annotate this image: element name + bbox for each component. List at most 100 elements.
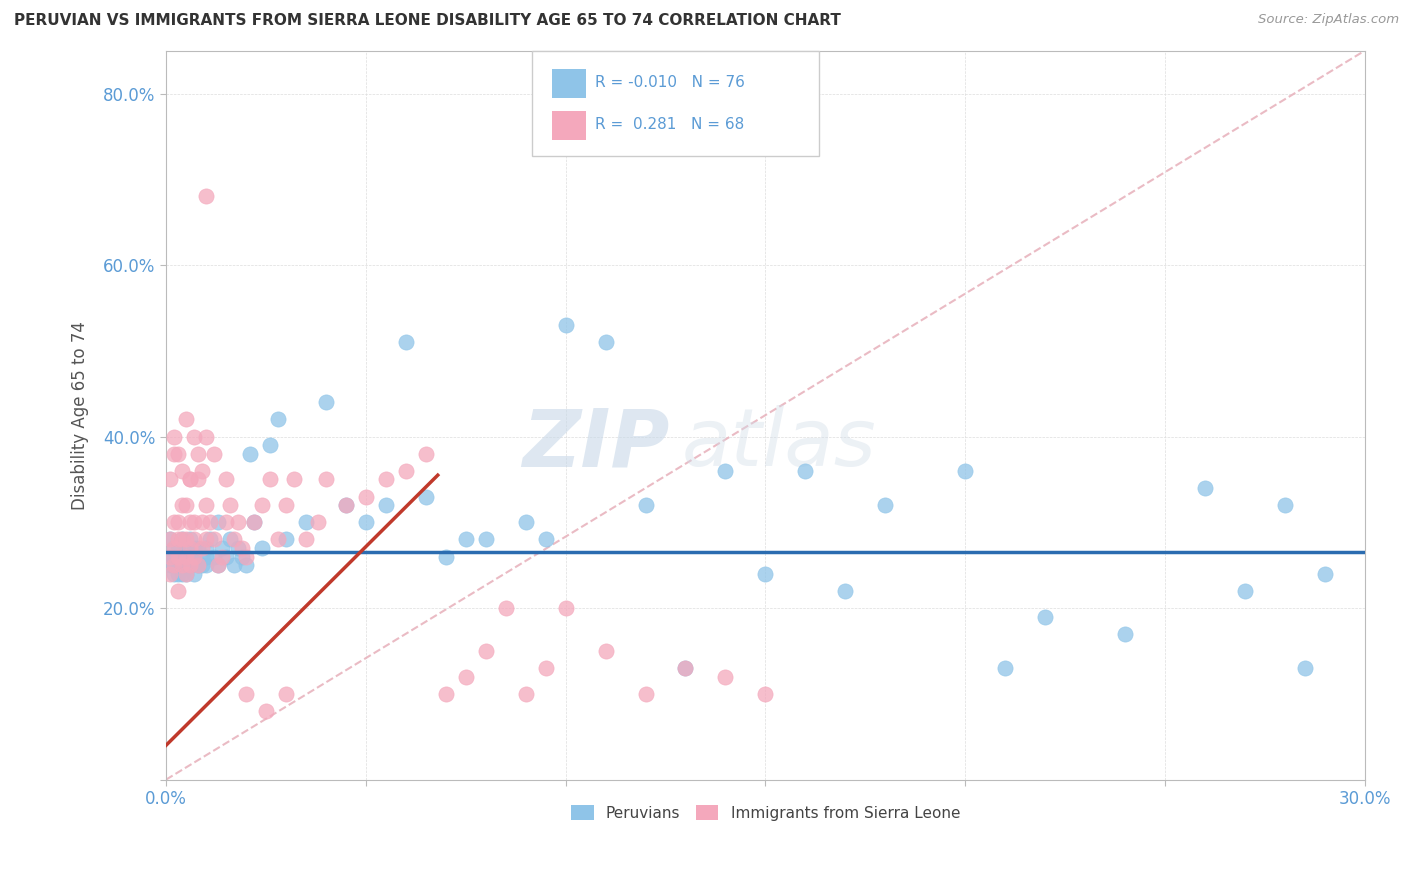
Point: [274, 533, 297, 547]
Point: [374, 498, 396, 512]
Point: [875, 498, 897, 512]
Point: [191, 558, 214, 573]
Point: [163, 558, 186, 573]
Point: [219, 498, 242, 512]
Point: [167, 516, 190, 530]
Point: [207, 558, 229, 573]
Point: [714, 464, 737, 478]
Point: [231, 549, 253, 564]
Point: [267, 412, 290, 426]
Point: [195, 541, 218, 555]
Point: [595, 644, 617, 658]
Point: [222, 533, 245, 547]
Point: [395, 464, 418, 478]
Point: [335, 498, 357, 512]
Point: [202, 549, 225, 564]
Point: [159, 533, 181, 547]
Point: [179, 558, 201, 573]
Point: [554, 318, 576, 332]
Point: [1233, 583, 1256, 598]
Legend: Peruvians, Immigrants from Sierra Leone: Peruvians, Immigrants from Sierra Leone: [564, 798, 966, 827]
Text: ZIP: ZIP: [522, 405, 669, 483]
Point: [474, 644, 496, 658]
Point: [267, 533, 290, 547]
Point: [834, 583, 856, 598]
Point: [163, 558, 186, 573]
Point: [515, 516, 537, 530]
Point: [211, 549, 233, 564]
Point: [395, 335, 418, 350]
Point: [1294, 661, 1316, 675]
Point: [183, 533, 205, 547]
Point: [174, 412, 197, 426]
Point: [183, 549, 205, 564]
Point: [163, 541, 186, 555]
Text: R = -0.010   N = 76: R = -0.010 N = 76: [595, 75, 745, 89]
Point: [159, 558, 181, 573]
Point: [191, 549, 214, 564]
Point: [167, 447, 190, 461]
Point: [191, 464, 214, 478]
Y-axis label: Disability Age 65 to 74: Disability Age 65 to 74: [72, 321, 89, 509]
Point: [167, 549, 190, 564]
Point: [170, 464, 193, 478]
Point: [315, 395, 337, 409]
Point: [170, 558, 193, 573]
Point: [159, 549, 181, 564]
Point: [675, 661, 697, 675]
Point: [163, 549, 186, 564]
Point: [274, 687, 297, 701]
Point: [235, 687, 257, 701]
Point: [335, 498, 357, 512]
Point: [474, 533, 496, 547]
Point: [163, 429, 186, 443]
Point: [179, 473, 201, 487]
Point: [295, 533, 318, 547]
Point: [170, 533, 193, 547]
Point: [202, 533, 225, 547]
Point: [454, 670, 477, 684]
Point: [187, 558, 209, 573]
Point: [1274, 498, 1296, 512]
Point: [354, 516, 377, 530]
Point: [195, 429, 218, 443]
Point: [515, 687, 537, 701]
Point: [183, 516, 205, 530]
Point: [187, 447, 209, 461]
FancyBboxPatch shape: [553, 112, 585, 140]
Point: [174, 558, 197, 573]
Point: [183, 429, 205, 443]
Point: [534, 533, 557, 547]
Point: [434, 687, 457, 701]
Point: [183, 566, 205, 581]
Point: [187, 473, 209, 487]
Point: [198, 516, 221, 530]
Point: [179, 533, 201, 547]
Point: [595, 335, 617, 350]
FancyBboxPatch shape: [553, 69, 585, 98]
Point: [239, 447, 262, 461]
Point: [179, 558, 201, 573]
Point: [495, 601, 517, 615]
Point: [207, 558, 229, 573]
Point: [195, 498, 218, 512]
Point: [215, 473, 238, 487]
Point: [1033, 609, 1056, 624]
Point: [174, 533, 197, 547]
Point: [274, 498, 297, 512]
Point: [953, 464, 976, 478]
Text: Source: ZipAtlas.com: Source: ZipAtlas.com: [1258, 13, 1399, 27]
Point: [179, 473, 201, 487]
Point: [675, 661, 697, 675]
Point: [174, 541, 197, 555]
Point: [198, 533, 221, 547]
Point: [187, 541, 209, 555]
Point: [170, 549, 193, 564]
Point: [163, 516, 186, 530]
Point: [159, 566, 181, 581]
Point: [191, 541, 214, 555]
Point: [167, 566, 190, 581]
Point: [243, 516, 266, 530]
Point: [211, 541, 233, 555]
Point: [179, 541, 201, 555]
